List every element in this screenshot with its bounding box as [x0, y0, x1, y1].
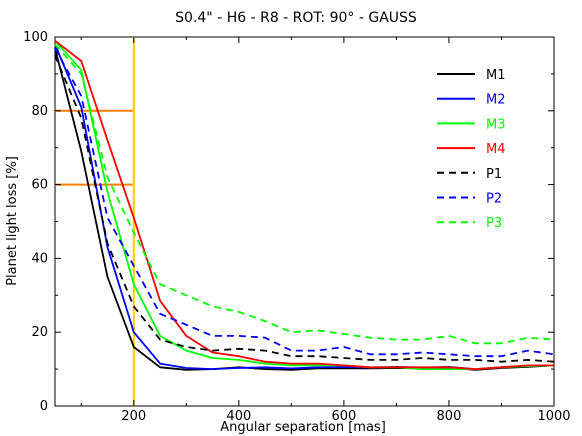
x-tick-label: 400	[226, 409, 251, 424]
x-tick-label: 600	[331, 409, 356, 424]
legend-label-m4: M4	[486, 142, 506, 157]
plot-area: 200 400 600 800 1000 0 20 40 60 80 100	[23, 30, 570, 424]
y-tick-label: 60	[31, 178, 48, 193]
legend-label-m1: M1	[486, 68, 506, 83]
chart-title: S0.4" - H6 - R8 - ROT: 90° - GAUSS	[175, 10, 417, 26]
legend-label-m3: M3	[486, 117, 506, 132]
y-tick-label: 0	[40, 399, 48, 414]
y-axis-title: Planet light loss [%]	[5, 156, 20, 286]
y-tick-label: 80	[31, 104, 48, 119]
x-tick-label: 200	[121, 409, 146, 424]
plot-frame	[54, 36, 555, 407]
legend-label-p2: P2	[486, 192, 502, 207]
legend-label-m2: M2	[486, 93, 506, 108]
x-tick-label: 800	[437, 409, 462, 424]
y-axis: 0 20 40 60 80 100	[23, 30, 554, 414]
legend: M1 M2 M3 M4 P1 P2 P3	[437, 68, 506, 231]
x-axis: 200 400 600 800 1000	[80, 37, 571, 424]
series-line-p2	[54, 47, 555, 358]
y-tick-label: 40	[31, 251, 48, 266]
legend-label-p1: P1	[486, 167, 502, 182]
series-line-p3	[54, 43, 555, 345]
x-tick-label: 1000	[537, 409, 570, 424]
series-line-m4	[54, 39, 554, 371]
y-tick-label: 100	[23, 30, 48, 45]
y-tick-label: 20	[31, 325, 48, 340]
x-axis-title: Angular separation [mas]	[220, 420, 386, 435]
series-layer	[54, 39, 555, 371]
legend-label-p3: P3	[486, 216, 502, 231]
